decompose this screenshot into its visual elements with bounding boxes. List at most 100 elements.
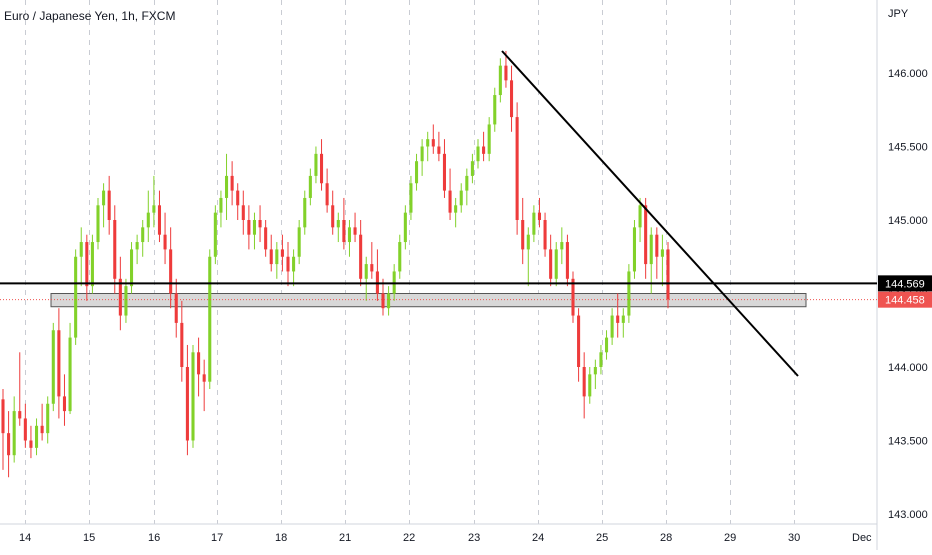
candle-body: [208, 256, 212, 382]
candle-body: [12, 411, 16, 456]
candle: [297, 220, 301, 265]
candle: [621, 308, 625, 338]
candle: [616, 293, 620, 338]
price-tick-label: 145.500: [888, 142, 928, 154]
candle-body: [632, 227, 637, 272]
candle: [370, 242, 374, 279]
time-tick-label: 15: [83, 532, 95, 544]
candle-body: [163, 234, 167, 250]
candle-body: [336, 220, 340, 228]
candle: [269, 234, 273, 272]
candle: [437, 131, 441, 162]
candle: [258, 205, 262, 243]
candle-body: [174, 293, 178, 323]
candle-body: [353, 227, 357, 235]
candle: [79, 227, 83, 287]
candle: [74, 249, 78, 345]
candle-body: [448, 190, 452, 213]
candle: [286, 242, 290, 287]
candle-body: [577, 315, 581, 367]
candle-body: [331, 205, 335, 228]
candle: [68, 322, 72, 415]
candle: [632, 220, 637, 279]
time-tick-label: 25: [596, 532, 608, 544]
candle: [509, 65, 514, 132]
candle-body: [655, 234, 659, 257]
candle: [521, 197, 525, 265]
price-tick-label: 144.000: [888, 362, 928, 374]
candle: [353, 212, 357, 243]
candle-body: [90, 242, 94, 287]
candle: [34, 418, 39, 456]
candle: [208, 249, 212, 390]
price-tick-label: 146.000: [888, 68, 928, 80]
time-tick-label: 21: [339, 532, 351, 544]
price-axis[interactable]: 146.000145.500145.000144.500144.000143.5…: [888, 68, 928, 521]
time-tick-label: 17: [211, 532, 223, 544]
candle-body: [68, 337, 72, 412]
candle: [543, 212, 547, 257]
candle: [185, 344, 189, 456]
candle-body: [107, 190, 111, 220]
candle-body: [526, 234, 530, 250]
candle: [146, 190, 150, 243]
candle-body: [124, 286, 128, 316]
candle: [40, 403, 44, 441]
candle: [482, 131, 486, 162]
candle: [314, 146, 318, 184]
candle-body: [213, 212, 217, 257]
candle-body: [57, 330, 61, 397]
candle-body: [442, 153, 447, 191]
candle-body: [292, 256, 296, 272]
time-tick-label: 18: [275, 532, 287, 544]
candle-body: [342, 220, 346, 243]
candle: [118, 256, 122, 331]
candle-body: [202, 374, 206, 382]
candle-body: [543, 220, 547, 250]
candle: [498, 58, 502, 103]
candle: [303, 190, 307, 235]
candle: [85, 234, 89, 301]
candle-body: [571, 278, 575, 316]
candle-body: [565, 242, 569, 279]
candle-body: [180, 322, 184, 367]
candle: [627, 264, 631, 323]
candle: [526, 227, 530, 287]
candle: [319, 139, 324, 191]
candle-body: [197, 352, 201, 375]
candle-body: [493, 95, 497, 125]
candle-body: [414, 161, 419, 184]
candle: [336, 212, 340, 243]
candle-body: [74, 256, 78, 338]
candle: [107, 175, 111, 235]
candle: [381, 278, 385, 316]
candle: [537, 197, 542, 228]
currency-label: JPY: [888, 8, 909, 20]
candle-body: [23, 418, 27, 441]
candle: [191, 344, 195, 448]
candle-body: [319, 153, 324, 184]
candle: [431, 124, 435, 154]
time-axis[interactable]: 14 15 16 17 18 21 22 23 24 25 28 29 30 Dec: [19, 532, 872, 544]
candle-body: [504, 65, 508, 81]
candle: [582, 352, 586, 419]
candle: [403, 205, 407, 250]
candle-body: [51, 330, 55, 404]
candle: [51, 322, 55, 412]
candle: [588, 367, 592, 404]
price-tick-label: 143.500: [888, 436, 928, 448]
candle: [347, 220, 352, 257]
candle-body: [398, 242, 402, 272]
candle: [554, 242, 558, 287]
candle-body: [113, 220, 117, 279]
last-price-label: 144.458: [885, 295, 925, 307]
candle-body: [258, 220, 262, 228]
time-tick-label: 16: [148, 532, 160, 544]
last-price-box: [878, 291, 932, 308]
time-tick-label: 22: [403, 532, 415, 544]
candle: [571, 271, 575, 323]
level-price-label: 144.569: [885, 278, 925, 290]
